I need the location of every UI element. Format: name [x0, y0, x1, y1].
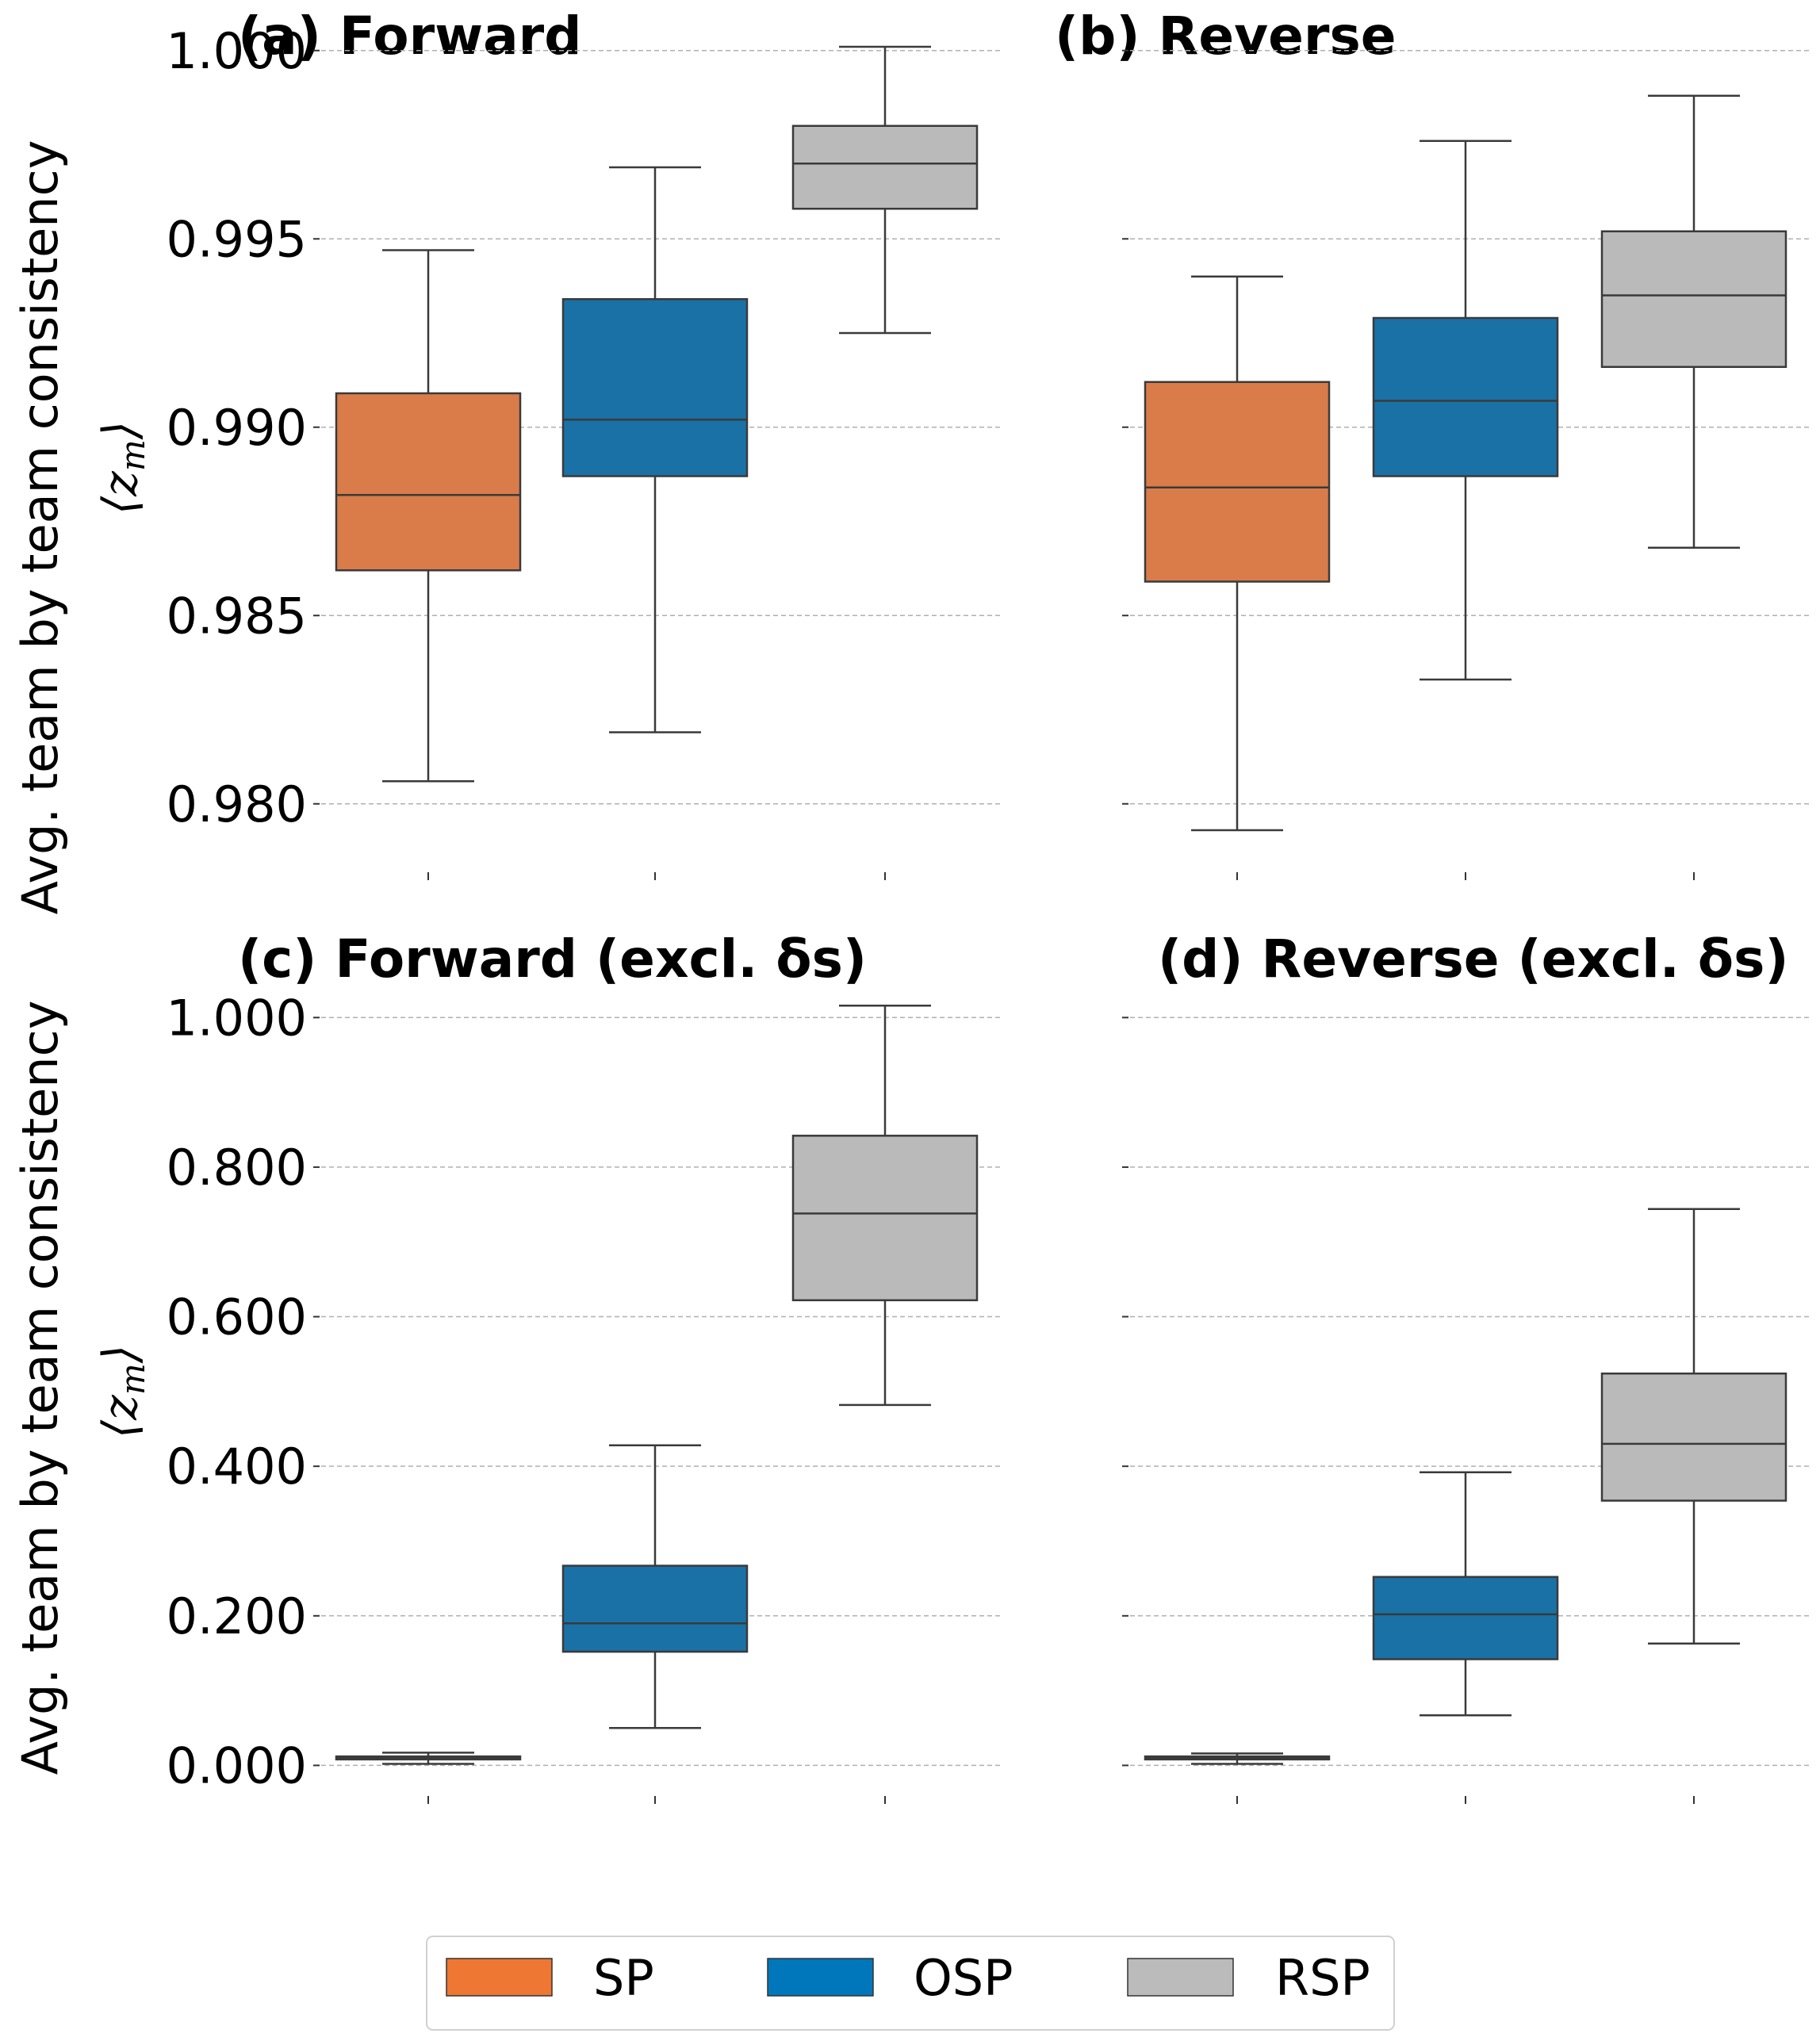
title-panel-d: (d) Reverse (excl. δs) — [1158, 929, 1789, 990]
title-panel-c: (c) Forward (excl. δs) — [238, 929, 867, 990]
box-osp — [1372, 1576, 1559, 1660]
legend-swatch-rsp — [1127, 1958, 1234, 1997]
box-rsp — [1600, 1372, 1787, 1502]
ytick-label: 0.980 — [167, 775, 308, 833]
box-rsp — [791, 124, 979, 210]
ytick-label: 0.600 — [167, 1289, 308, 1346]
ytick-label: 0.400 — [167, 1438, 308, 1495]
ylabel-symbol-close-bottom: ⟩ — [93, 1345, 148, 1364]
ylabel-symbol-open-top: ⟨z — [93, 471, 148, 515]
ytick-label: 0.990 — [167, 399, 308, 457]
ytick-label: 0.200 — [167, 1587, 308, 1645]
title-panel-b: (b) Reverse — [1055, 6, 1397, 67]
ylabel-symbol-close-top: ⟩ — [93, 421, 148, 440]
ytick-label: 0.995 — [167, 210, 308, 268]
ytick-label: 0.800 — [167, 1139, 308, 1197]
legend-label-rsp: RSP — [1275, 1949, 1370, 2007]
box-sp — [335, 392, 522, 572]
legend: SP OSP RSP — [426, 1936, 1395, 2031]
legend-swatch-sp — [446, 1958, 553, 1997]
panel-c: 0.000 0.200 0.400 0.600 0.800 1.000 — [167, 989, 1001, 1804]
ylabel-symbol-open-bottom: ⟨z — [93, 1395, 148, 1438]
ytick-label: 0.000 — [167, 1737, 308, 1794]
legend-swatch-osp — [767, 1958, 874, 1997]
box-osp — [1372, 316, 1559, 477]
title-panel-a: (a) Forward — [238, 6, 581, 67]
ylabel-text-top: Avg. team by team consistency — [11, 140, 69, 915]
legend-label-sp: SP — [593, 1949, 654, 2007]
ytick-label: 1.000 — [167, 22, 308, 80]
ylabel-symbol-bottom: ⟨zm⟩ — [93, 1345, 152, 1438]
ylabel-symbol-sub-bottom: m — [113, 1363, 152, 1395]
ylabel-top: Avg. team by team consistency — [11, 140, 69, 915]
ylabel-text-bottom: Avg. team by team consistency — [11, 1001, 69, 1775]
box-osp — [561, 298, 749, 477]
svg-text:⟨zm⟩: ⟨zm⟩ — [93, 421, 152, 515]
ylabel-symbol-sub-top: m — [113, 439, 152, 471]
box-rsp — [791, 1135, 979, 1302]
legend-frame — [426, 1936, 1395, 2031]
panel-a: 0.980 0.985 0.990 0.995 1.000 — [167, 22, 1001, 880]
legend-label-osp: OSP — [914, 1949, 1013, 2007]
panel-d — [1122, 1017, 1812, 1804]
box-osp — [561, 1564, 749, 1653]
panel-b — [1122, 49, 1812, 880]
svg-text:⟨zm⟩: ⟨zm⟩ — [93, 1345, 152, 1438]
ytick-label: 0.985 — [167, 587, 308, 645]
box-sp — [1144, 381, 1331, 583]
ylabel-bottom: Avg. team by team consistency — [11, 1001, 69, 1775]
ylabel-symbol-top: ⟨zm⟩ — [93, 421, 152, 515]
box-rsp — [1600, 230, 1787, 368]
ytick-label: 1.000 — [167, 989, 308, 1047]
